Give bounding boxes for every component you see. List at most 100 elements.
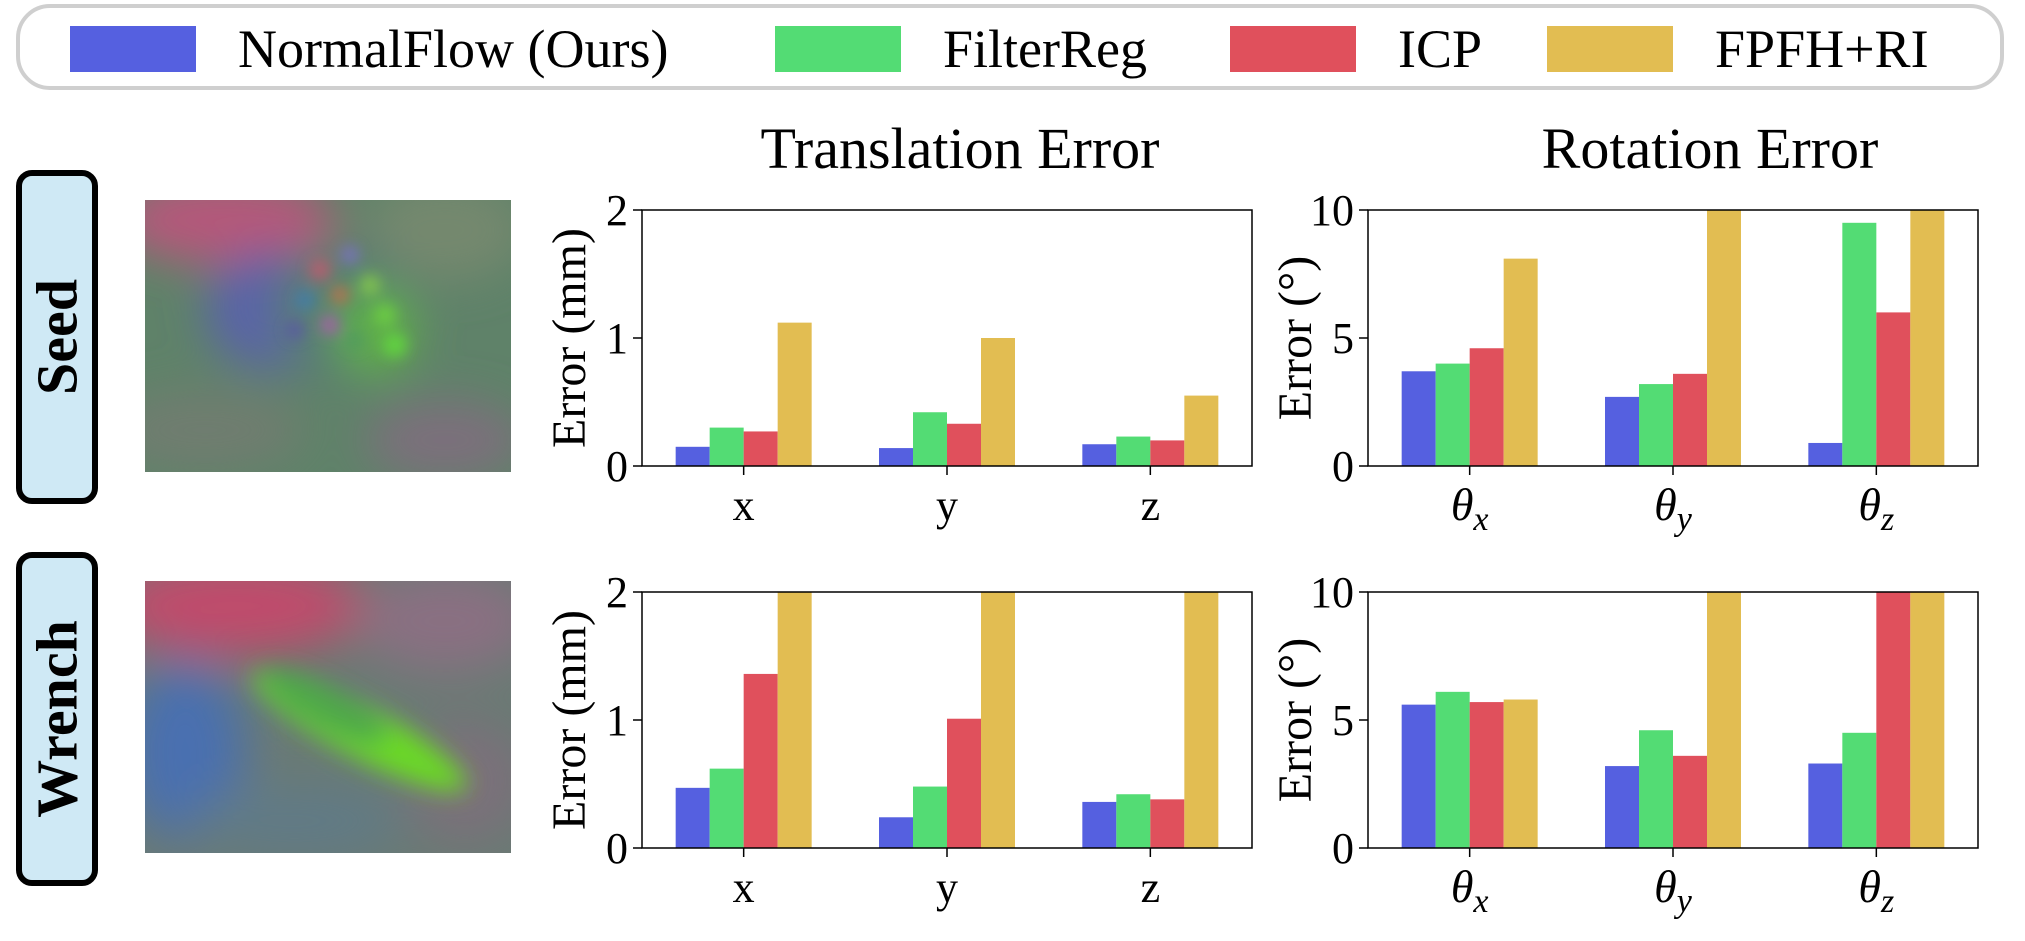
- bar-icp-1: [947, 718, 981, 848]
- bar-fpfh-ri-1: [1707, 210, 1741, 466]
- y-tick-label: 0: [1332, 824, 1354, 873]
- bar-filterreg-2: [1842, 732, 1877, 848]
- x-tick-label: z: [1141, 481, 1161, 530]
- bar-fpfh-ri-1: [1707, 592, 1741, 848]
- seed-normal-map-image: [145, 200, 511, 472]
- bar-icp-1: [1673, 373, 1707, 466]
- legend-swatch: [1547, 26, 1673, 72]
- bar-normalflow-ours--2: [1082, 444, 1117, 466]
- x-tick-label: θx: [1451, 861, 1489, 920]
- legend-swatch: [1230, 26, 1356, 72]
- wrench-translation-chart: 0 1 2 x y z Error (mm): [543, 568, 1253, 912]
- bar-filterreg-0: [1435, 363, 1470, 466]
- bar-filterreg-1: [1639, 384, 1673, 466]
- legend-swatch: [70, 26, 196, 72]
- y-tick-label: 0: [1332, 442, 1354, 491]
- wrench-normal-map-image: [145, 581, 511, 853]
- x-tick-label: θy: [1654, 479, 1693, 538]
- bar-filterreg-1: [913, 412, 947, 466]
- legend-label: NormalFlow (Ours): [238, 19, 669, 79]
- legend-item-normalflow: NormalFlow (Ours): [70, 19, 669, 79]
- bar-normalflow-ours--0: [1401, 371, 1436, 466]
- y-tick-label: 2: [606, 186, 628, 235]
- legend-label: FilterReg: [943, 19, 1147, 79]
- legend-label: FPFH+RI: [1715, 19, 1929, 79]
- legend-item-fpfh-ri: FPFH+RI: [1547, 19, 1929, 79]
- y-axis-label: Error (mm): [543, 228, 596, 448]
- x-tick-label: z: [1141, 863, 1161, 912]
- bar-icp-0: [1469, 702, 1504, 848]
- y-axis-label: Error (mm): [543, 610, 596, 830]
- x-tick-label: θx: [1451, 479, 1489, 538]
- bar-icp-0: [743, 431, 778, 466]
- y-tick-label: 5: [1332, 314, 1354, 363]
- x-tick-label: θz: [1858, 861, 1894, 920]
- bar-filterreg-2: [1842, 222, 1877, 466]
- bar-fpfh-ri-0: [1503, 699, 1538, 848]
- bar-fpfh-ri-2: [1910, 210, 1945, 466]
- x-tick-label: x: [733, 481, 755, 530]
- bar-fpfh-ri-1: [981, 592, 1015, 848]
- bar-filterreg-0: [1435, 691, 1470, 848]
- bar-icp-0: [1469, 348, 1504, 466]
- bar-normalflow-ours--1: [879, 448, 913, 466]
- bar-normalflow-ours--1: [1605, 766, 1639, 848]
- y-tick-label: 10: [1310, 186, 1354, 235]
- bar-icp-2: [1150, 440, 1185, 466]
- x-tick-label: x: [733, 863, 755, 912]
- legend-swatch: [775, 26, 901, 72]
- bar-normalflow-ours--0: [675, 787, 710, 848]
- seed-rotation-chart: 0 5 10 θx θy θz Error (°): [1269, 186, 1979, 538]
- rotation-title: Rotation Error: [1541, 116, 1879, 181]
- x-tick-label: θz: [1858, 479, 1894, 538]
- bar-icp-2: [1150, 799, 1185, 848]
- bar-normalflow-ours--1: [879, 817, 913, 848]
- row-label-seed: Seed: [16, 170, 98, 504]
- legend-item-filterreg: FilterReg: [775, 19, 1147, 79]
- y-axis-label: Error (°): [1269, 638, 1322, 802]
- bar-filterreg-0: [709, 768, 744, 848]
- bar-filterreg-2: [1116, 436, 1151, 466]
- bar-fpfh-ri-2: [1184, 592, 1219, 848]
- bar-icp-0: [743, 673, 778, 848]
- bar-icp-1: [947, 423, 981, 466]
- bar-normalflow-ours--1: [1605, 396, 1639, 466]
- bar-normalflow-ours--2: [1082, 801, 1117, 848]
- bar-fpfh-ri-0: [777, 322, 812, 466]
- bar-normalflow-ours--0: [1401, 704, 1436, 848]
- bar-fpfh-ri-2: [1184, 395, 1219, 466]
- bar-filterreg-1: [913, 786, 947, 848]
- bar-fpfh-ri-1: [981, 338, 1015, 466]
- bar-fpfh-ri-0: [777, 592, 812, 848]
- legend: NormalFlow (Ours) FilterReg ICP FPFH+RI: [16, 4, 2004, 90]
- wrench-rotation-chart: 0 5 10 θx θy θz Error (°): [1269, 568, 1979, 920]
- bar-icp-2: [1876, 312, 1911, 466]
- bar-filterreg-2: [1116, 794, 1151, 848]
- y-tick-label: 0: [606, 824, 628, 873]
- seed-translation-chart: 0 1 2 x y z Error (mm): [543, 186, 1253, 530]
- y-tick-label: 10: [1310, 568, 1354, 617]
- y-tick-label: 1: [606, 314, 628, 363]
- x-tick-label: y: [936, 863, 958, 912]
- bar-filterreg-0: [709, 427, 744, 466]
- x-tick-label: y: [936, 481, 958, 530]
- bar-fpfh-ri-2: [1910, 592, 1945, 848]
- legend-label: ICP: [1398, 19, 1483, 79]
- row-label-wrench: Wrench: [16, 552, 98, 886]
- x-tick-label: θy: [1654, 861, 1693, 920]
- bar-icp-2: [1876, 592, 1911, 848]
- bar-filterreg-1: [1639, 730, 1673, 848]
- legend-item-icp: ICP: [1230, 19, 1483, 79]
- y-tick-label: 0: [606, 442, 628, 491]
- y-tick-label: 5: [1332, 696, 1354, 745]
- y-axis-label: Error (°): [1269, 256, 1322, 420]
- bar-normalflow-ours--2: [1808, 763, 1843, 848]
- bar-normalflow-ours--0: [675, 446, 710, 466]
- y-tick-label: 2: [606, 568, 628, 617]
- bar-icp-1: [1673, 755, 1707, 848]
- bar-fpfh-ri-0: [1503, 258, 1538, 466]
- bar-normalflow-ours--2: [1808, 442, 1843, 466]
- y-tick-label: 1: [606, 696, 628, 745]
- translation-title: Translation Error: [760, 116, 1160, 181]
